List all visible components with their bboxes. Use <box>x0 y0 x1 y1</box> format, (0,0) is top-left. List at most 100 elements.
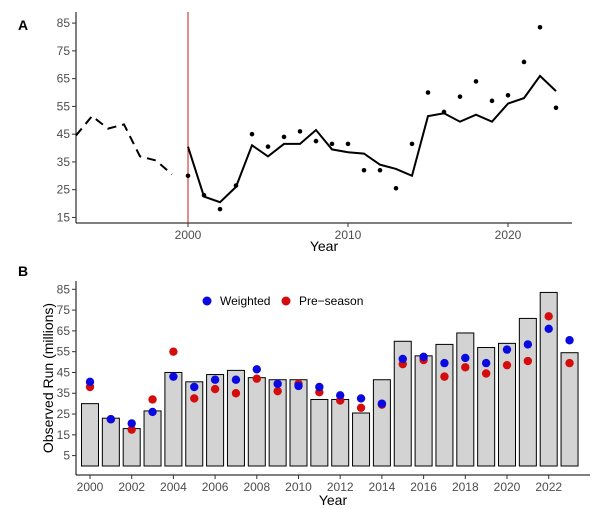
weighted-point-2023 <box>565 336 574 345</box>
bar-2021 <box>518 317 537 467</box>
observed-point-2001 <box>201 192 207 198</box>
bar-2018 <box>456 332 475 467</box>
x-tick-label-2018: 2018 <box>452 480 479 494</box>
bar-2001 <box>101 417 120 467</box>
weighted-point-2018 <box>461 353 470 363</box>
weighted-point-2006 <box>210 375 220 384</box>
observed-run-bars <box>81 291 579 467</box>
weighted-point-2008 <box>252 365 261 374</box>
observed-point-2014 <box>409 141 415 147</box>
x-tick-label-2006: 2006 <box>202 480 229 494</box>
observed-point-2010 <box>345 141 351 147</box>
observed-point-2020 <box>505 92 511 98</box>
x-tick-label-2010: 2010 <box>335 228 362 242</box>
weighted-point-2002 <box>127 419 136 428</box>
weighted-point-2003 <box>148 407 157 417</box>
preseason-point-2019 <box>481 369 491 378</box>
y-tick-label-55: 55 <box>57 99 71 113</box>
weighted-point-2021 <box>523 340 533 349</box>
bar-2005 <box>185 381 204 467</box>
weighted-point-2022 <box>544 324 553 334</box>
x-tick-label-2002: 2002 <box>118 480 145 494</box>
y-tick-label-35: 35 <box>57 155 71 169</box>
y-tick-label-35: 35 <box>57 386 71 400</box>
preseason-point-2008 <box>252 374 261 383</box>
observed-point-2015 <box>425 90 431 95</box>
x-tick-label-2014: 2014 <box>369 480 396 494</box>
legend-preseason-label: Pre−season <box>299 294 363 308</box>
y-tick-label-25: 25 <box>57 407 71 421</box>
x-tick-label-2020: 2020 <box>494 480 521 494</box>
preseason-point-2006 <box>210 384 220 394</box>
bar-2022 <box>539 291 558 467</box>
weighted-point-2007 <box>231 375 241 384</box>
x-tick-label-2008: 2008 <box>243 480 270 494</box>
y-tick-label-85: 85 <box>57 282 71 296</box>
bar-2007 <box>226 369 245 467</box>
bar-2003 <box>143 410 162 467</box>
y-tick-label-45: 45 <box>57 127 71 141</box>
panel-b-tag: B <box>18 263 28 279</box>
observed-point-2005 <box>265 144 271 149</box>
panel-a-tag: A <box>18 17 28 33</box>
historical-dashed-line <box>75 114 173 176</box>
observed-point-2013 <box>393 185 399 191</box>
observed-point-2016 <box>441 109 447 115</box>
bar-2011 <box>310 398 329 467</box>
bar-2013 <box>352 412 371 467</box>
weighted-point-2009 <box>273 379 282 389</box>
panel-a-x-ticks: 2000 2010 2020 <box>175 223 522 242</box>
y-tick-label-15: 15 <box>57 210 71 224</box>
x-tick-label-2010: 2010 <box>285 480 312 494</box>
weighted-point-2016 <box>419 352 428 362</box>
y-tick-label-65: 65 <box>57 72 71 86</box>
preseason-point-2023 <box>565 358 574 368</box>
preseason-point-2009 <box>273 386 282 396</box>
weighted-point-2017 <box>440 358 449 368</box>
x-tick-label-2004: 2004 <box>160 480 187 494</box>
y-tick-label-45: 45 <box>57 365 71 379</box>
preseason-point-2013 <box>356 403 366 412</box>
weighted-point-2013 <box>356 394 366 403</box>
observed-point-2018 <box>473 79 479 84</box>
legend: Weighted Pre−season <box>202 294 363 308</box>
bar-2006 <box>206 374 225 467</box>
x-tick-label-2016: 2016 <box>410 480 437 494</box>
panel-b-y-ticks: 5 15 25 35 45 55 65 75 85 <box>57 282 76 463</box>
bar-2020 <box>498 342 516 467</box>
panel-a-plot: 15 25 35 45 55 65 75 85 2000 2010 2020 Year <box>57 12 572 254</box>
bar-2016 <box>414 355 433 467</box>
observed-point-2006 <box>281 134 287 140</box>
x-tick-label-2022: 2022 <box>535 480 562 494</box>
preseason-point-2021 <box>523 356 533 366</box>
observed-point-2008 <box>313 138 319 144</box>
panel-a-y-ticks: 15 25 35 45 55 65 75 85 <box>57 16 76 224</box>
legend-weighted-swatch <box>202 296 212 306</box>
panel-a-x-axis-title: Year <box>310 238 339 254</box>
preseason-point-2002 <box>127 425 136 434</box>
preseason-point-2022 <box>544 312 553 321</box>
legend-weighted-label: Weighted <box>220 294 270 308</box>
weighted-points <box>85 324 574 428</box>
y-tick-label-65: 65 <box>57 324 71 338</box>
observed-point-2007 <box>297 129 303 134</box>
preseason-point-2005 <box>190 394 199 403</box>
preseason-point-2017 <box>440 372 449 381</box>
observed-point-2002 <box>217 206 223 212</box>
bar-2008 <box>247 377 266 467</box>
bar-2023 <box>560 352 579 467</box>
preseason-point-2020 <box>502 360 512 370</box>
observed-point-2017 <box>457 94 463 99</box>
weighted-point-2001 <box>106 415 116 424</box>
observed-point-2021 <box>521 59 527 65</box>
observed-point-2022 <box>537 24 543 30</box>
preseason-point-2007 <box>231 389 241 398</box>
y-tick-label-75: 75 <box>57 44 71 58</box>
panel-b-x-axis-title: Year <box>319 492 348 508</box>
weighted-point-2020 <box>502 345 512 354</box>
weighted-point-2005 <box>190 382 199 392</box>
bar-2010 <box>289 379 308 467</box>
legend-preseason-swatch <box>281 296 291 306</box>
y-tick-label-55: 55 <box>57 345 71 359</box>
